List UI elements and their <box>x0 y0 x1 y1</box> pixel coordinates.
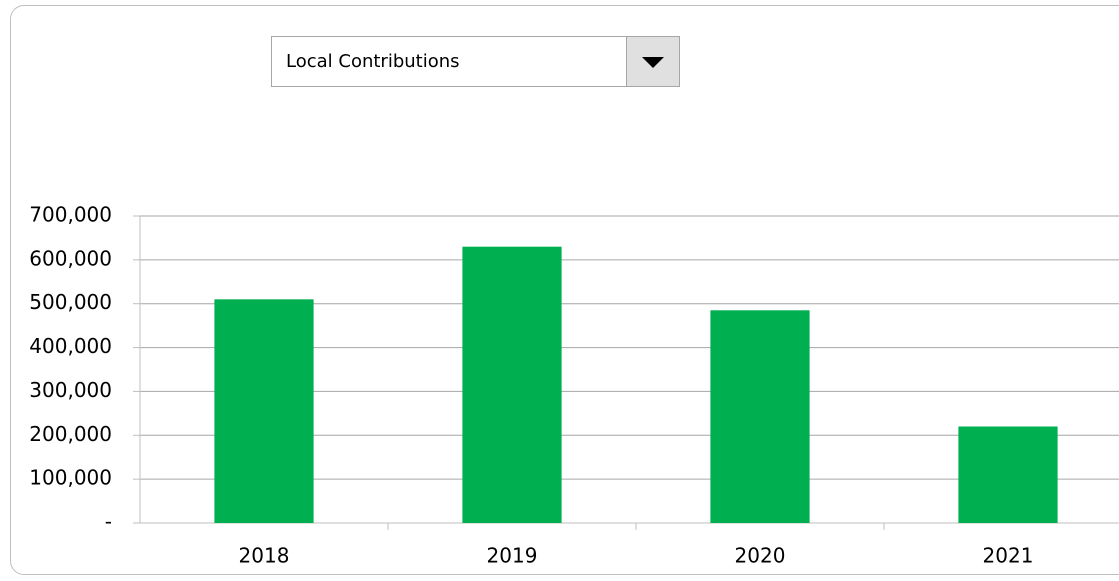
bar <box>214 299 314 523</box>
y-tick-label: - <box>105 510 112 534</box>
bar <box>710 310 810 523</box>
x-tick-label: 2021 <box>983 544 1034 568</box>
y-tick-label: 500,000 <box>29 290 112 314</box>
frame <box>10 5 1119 575</box>
y-tick-label: 400,000 <box>29 334 112 358</box>
y-tick-label: 100,000 <box>29 466 112 490</box>
y-tick-label: 300,000 <box>29 378 112 402</box>
y-tick-label: 600,000 <box>29 246 112 270</box>
x-tick-label: 2019 <box>487 544 538 568</box>
bar <box>462 246 562 523</box>
y-tick-label: 200,000 <box>29 422 112 446</box>
dropdown-arrow <box>642 57 664 68</box>
dropdown-text: Local Contributions <box>286 51 460 72</box>
dropdown-button[interactable] <box>626 37 679 86</box>
y-tick-label: 700,000 <box>29 203 112 227</box>
x-tick-label: 2020 <box>735 544 786 568</box>
bar <box>958 426 1058 523</box>
x-tick-label: 2018 <box>239 544 290 568</box>
dropdown[interactable]: Local Contributions <box>271 36 680 87</box>
